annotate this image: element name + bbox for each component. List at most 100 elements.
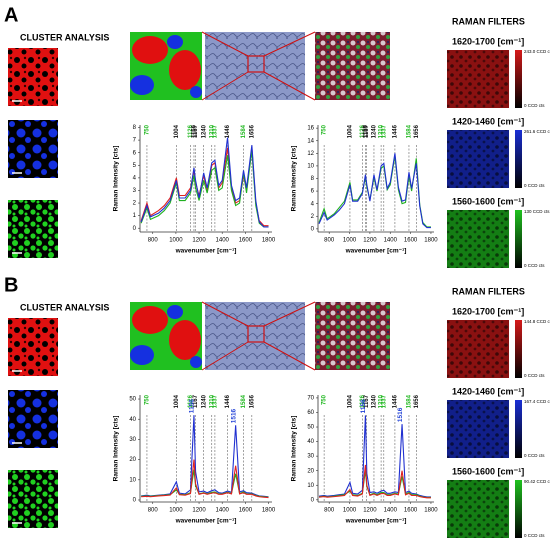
colorbar — [515, 210, 522, 268]
peak-label: 1004 — [348, 124, 354, 138]
peak-label: 1656 — [414, 394, 420, 408]
peak-label: 1446 — [225, 394, 231, 408]
peak-label: 1167 — [364, 394, 370, 408]
y-axis-label: Raman Intensity [cts] — [113, 146, 120, 212]
filter-range: 1560-1600 [cm⁻¹] — [452, 196, 524, 206]
peak-label: 1310 — [379, 394, 385, 408]
peak-label: 1156 — [363, 124, 369, 138]
peak-label: 1004 — [174, 124, 180, 138]
colorbar-max-label: 144.8 CCD cts — [524, 319, 550, 324]
x-tick-label: 1000 — [169, 238, 183, 244]
y-tick-label: 7 — [133, 138, 137, 144]
panel-label: A — [4, 4, 18, 26]
x-tick-label: 1800 — [262, 238, 276, 244]
y-tick-label: 14 — [307, 138, 314, 144]
y-axis-label: Raman Intensity [cts] — [291, 146, 298, 212]
colorbar-max-label: 261.6 CCD cts — [524, 129, 550, 134]
spectrum-line — [141, 459, 269, 499]
y-tick-label: 5 — [133, 163, 137, 169]
peak-label: 1656 — [249, 394, 255, 408]
y-tick-label: 50 — [307, 425, 314, 431]
peak-label: 1656 — [414, 124, 420, 138]
peak-label: 750 — [322, 394, 328, 405]
y-tick-label: 0 — [133, 498, 137, 504]
filter-image — [447, 400, 509, 458]
peak-label: 1126 — [360, 394, 366, 408]
spectrum-line — [140, 137, 269, 228]
y-tick-label: 60 — [307, 410, 314, 416]
x-tick-label: 1200 — [363, 508, 377, 514]
section-title: CLUSTER ANALYSIS — [20, 302, 109, 312]
filter-image — [447, 50, 509, 108]
peak-label: 1310 — [379, 124, 385, 138]
filter-range: 1620-1700 [cm⁻¹] — [452, 306, 524, 316]
colorbar — [515, 50, 522, 108]
spectrum-line — [318, 470, 431, 499]
peak-label: 1584 — [241, 394, 247, 408]
y-tick-label: 4 — [311, 201, 315, 207]
section-title: CLUSTER ANALYSIS — [20, 32, 109, 42]
peak-annotation: 1156 — [189, 399, 196, 413]
x-tick-label: 1400 — [216, 238, 230, 244]
spectrum-line — [318, 155, 431, 228]
peak-label: 1337 — [212, 394, 218, 408]
y-tick-label: 10 — [129, 477, 136, 483]
y-tick-label: 3 — [133, 188, 137, 194]
colorbar-min-label: 0 CCD cts — [524, 263, 545, 268]
spectrum-line — [318, 464, 431, 499]
x-axis-label: wavenumber [cm⁻¹] — [345, 248, 407, 255]
x-tick-label: 1200 — [192, 238, 206, 244]
peak-label: 1167 — [193, 394, 199, 408]
peak-label: 1126 — [188, 124, 194, 138]
peak-label: 750 — [145, 124, 151, 135]
y-tick-label: 8 — [133, 125, 137, 131]
colorbar — [515, 130, 522, 188]
peak-label: 1584 — [407, 394, 413, 408]
filter-range: 1620-1700 [cm⁻¹] — [452, 36, 524, 46]
y-tick-label: 10 — [307, 483, 314, 489]
peak-label: 1240 — [201, 394, 207, 408]
y-tick-label: 2 — [311, 214, 315, 220]
colorbar-min-label: 0 CCD cts — [524, 373, 545, 378]
x-tick-label: 1600 — [404, 508, 418, 514]
x-tick-label: 1000 — [343, 238, 357, 244]
peak-label: 1446 — [393, 394, 399, 408]
y-tick-label: 6 — [133, 150, 137, 156]
x-tick-label: 1800 — [262, 508, 276, 514]
x-tick-label: 1400 — [216, 508, 230, 514]
x-tick-label: 1200 — [363, 238, 377, 244]
y-tick-label: 0 — [311, 226, 315, 232]
filter-range: 1420-1460 [cm⁻¹] — [452, 116, 524, 126]
spectrum-line — [318, 153, 431, 229]
x-axis-label: wavenumber [cm⁻¹] — [175, 518, 237, 525]
y-tick-label: 0 — [311, 497, 315, 503]
colorbar-min-label: 0 CCD cts — [524, 103, 545, 108]
peak-label: 1004 — [174, 394, 180, 408]
y-tick-label: 8 — [311, 176, 315, 182]
peak-label: 1446 — [393, 124, 399, 138]
y-axis-label: Raman Intensity [cts] — [291, 416, 298, 482]
y-tick-label: 40 — [129, 417, 136, 423]
y-tick-label: 12 — [307, 151, 314, 157]
y-tick-label: 6 — [311, 189, 315, 195]
peak-label: 1240 — [201, 124, 207, 138]
colorbar-max-label: 90.42 CCD cts — [524, 479, 550, 484]
peak-label: 750 — [322, 124, 328, 135]
colorbar-max-label: 130 CCD cts — [524, 209, 550, 214]
y-tick-label: 2 — [133, 201, 137, 207]
peak-label: 1310 — [209, 124, 215, 138]
x-axis-label: wavenumber [cm⁻¹] — [345, 518, 407, 525]
colorbar-min-label: 0 CCD cts — [524, 453, 545, 458]
x-tick-label: 1400 — [384, 508, 398, 514]
y-tick-label: 10 — [307, 163, 314, 169]
x-tick-label: 1400 — [384, 238, 398, 244]
y-tick-label: 16 — [307, 126, 314, 132]
section-title: RAMAN FILTERS — [452, 286, 525, 296]
section-title: RAMAN FILTERS — [452, 16, 525, 26]
peak-annotation: 1516 — [397, 407, 404, 422]
peak-label: 1126 — [188, 394, 194, 408]
colorbar — [515, 400, 522, 458]
peak-label: 1310 — [209, 394, 215, 408]
filter-range: 1560-1600 [cm⁻¹] — [452, 466, 524, 476]
